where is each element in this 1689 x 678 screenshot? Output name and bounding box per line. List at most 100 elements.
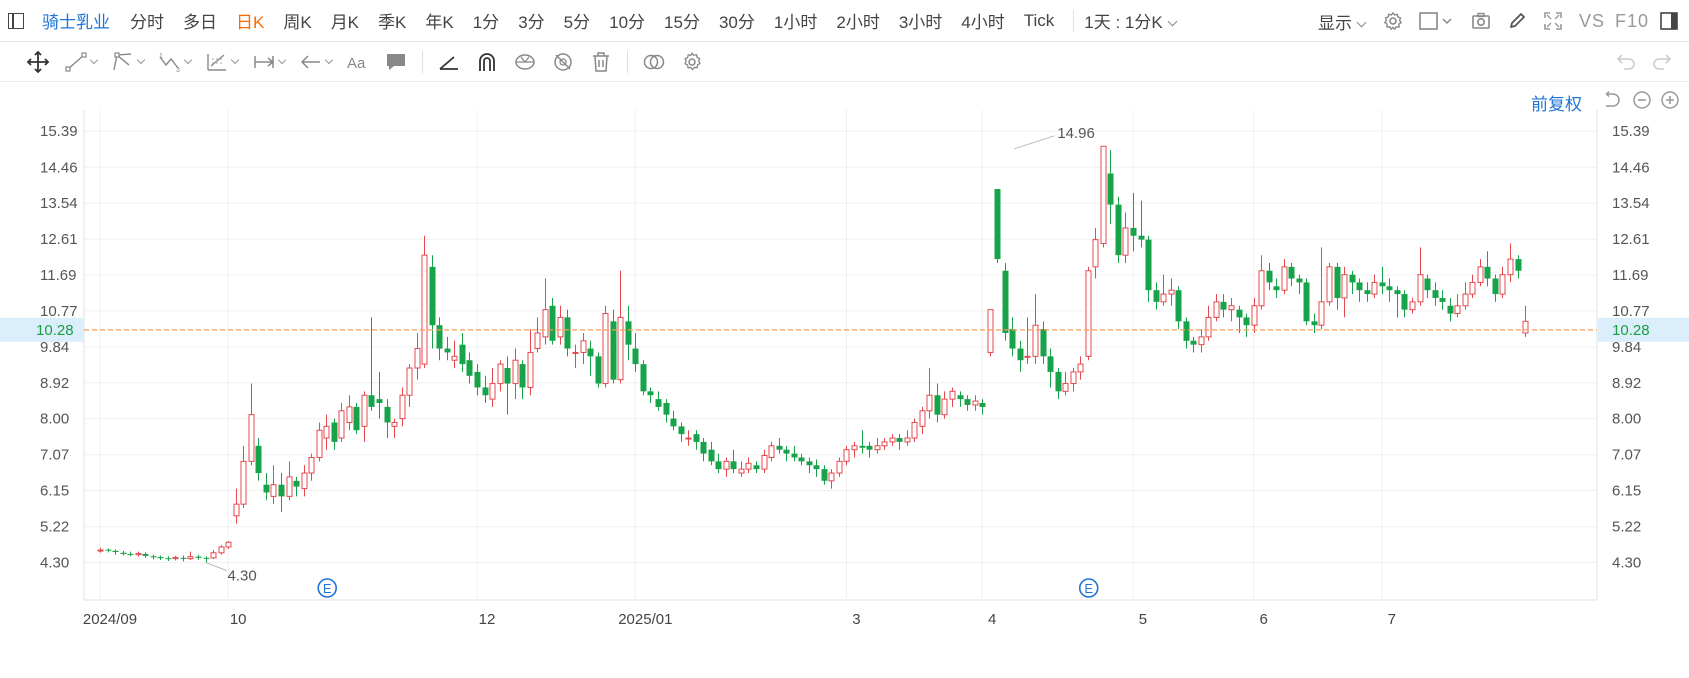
candle xyxy=(1198,329,1205,353)
channel-tool[interactable] xyxy=(111,50,146,74)
current-price-box-right xyxy=(1598,317,1689,342)
hide-drawings-icon[interactable] xyxy=(551,50,575,74)
interval-select[interactable]: 1天 : 1分K xyxy=(1084,8,1178,33)
period-tab-1[interactable]: 多日 xyxy=(183,13,217,32)
chart-area[interactable]: 10.28 10.28 14.96 4.30 E E 15.39 15.39 14.46 14.… xyxy=(0,82,1689,678)
vs-compare-button[interactable]: VS xyxy=(1578,10,1605,31)
period-tab-11[interactable]: 15分 xyxy=(664,13,700,32)
candle-body-down xyxy=(504,368,511,384)
display-select[interactable]: 显示 xyxy=(1318,9,1367,34)
candle xyxy=(753,461,760,474)
candle-body-down xyxy=(1334,266,1341,298)
note-comment-tool[interactable] xyxy=(384,50,408,74)
drawing-settings-icon[interactable] xyxy=(680,50,704,74)
fibonacci-tool[interactable] xyxy=(205,50,240,74)
redo-icon[interactable] xyxy=(1650,50,1674,77)
candle-body-up xyxy=(972,400,979,406)
period-tab-17[interactable]: Tick xyxy=(1023,10,1055,30)
camera-icon[interactable] xyxy=(1471,11,1491,31)
candle xyxy=(1009,317,1016,357)
candle xyxy=(1122,212,1129,263)
text-tool[interactable]: Aa xyxy=(346,50,370,74)
period-tab-10[interactable]: 10分 xyxy=(609,13,646,32)
compare-overlay-icon[interactable] xyxy=(642,50,666,74)
candle-body-down xyxy=(1356,282,1363,291)
candle xyxy=(1175,286,1182,330)
candle-body-down xyxy=(466,360,473,376)
ruler-angle-tool[interactable] xyxy=(437,50,461,74)
magnet-icon[interactable] xyxy=(475,50,499,74)
candle-body-down xyxy=(1047,356,1054,372)
candle xyxy=(1213,294,1220,322)
event-marker[interactable]: E xyxy=(317,578,338,598)
candle-body-up xyxy=(534,332,541,350)
period-tab-9[interactable]: 5分 xyxy=(563,13,591,32)
period-tab-6[interactable]: 年K xyxy=(425,13,454,32)
period-tab-0[interactable]: 分时 xyxy=(130,13,164,32)
candle-body-up xyxy=(542,309,549,338)
reset-zoom-icon[interactable] xyxy=(1601,90,1621,110)
chevron-down-icon xyxy=(136,55,146,64)
arrow-tool[interactable] xyxy=(299,50,334,74)
event-marker[interactable]: E xyxy=(1078,578,1099,598)
zoom-in-icon[interactable] xyxy=(1660,90,1680,110)
candle-body-up xyxy=(1371,281,1378,295)
candle xyxy=(368,317,375,411)
period-tab-3[interactable]: 周K xyxy=(283,13,312,32)
period-tab-16[interactable]: 4小时 xyxy=(961,13,1005,32)
layout-select-icon[interactable] xyxy=(1419,11,1455,31)
price-adjust-button[interactable]: 前复权 xyxy=(1531,95,1582,114)
zoom-out-icon[interactable] xyxy=(1632,90,1652,110)
candle xyxy=(1371,274,1378,298)
measure-range-tool[interactable] xyxy=(252,50,287,74)
candle-body-up xyxy=(602,313,609,385)
candlestick-chart[interactable]: 10.28 10.28 14.96 4.30 E E 15.39 15.39 14.46 14.… xyxy=(0,82,1689,678)
interval-select-label: 1天 : 1分K xyxy=(1084,13,1163,32)
candle xyxy=(625,305,632,361)
period-tab-14[interactable]: 2小时 xyxy=(836,13,880,32)
candle-body-down xyxy=(1273,286,1280,291)
candle-body-up xyxy=(919,410,926,427)
move-crosshair-tool[interactable] xyxy=(26,50,50,74)
candle-body-down xyxy=(813,465,820,470)
candle xyxy=(240,445,247,509)
sidebar-toggle-icon[interactable] xyxy=(1659,11,1679,31)
candle xyxy=(1318,247,1325,330)
undo-icon[interactable] xyxy=(1614,50,1638,77)
period-tab-4[interactable]: 月K xyxy=(330,13,360,32)
candle xyxy=(700,438,707,462)
period-tab-13[interactable]: 1小时 xyxy=(773,13,818,32)
candle xyxy=(1356,278,1363,302)
candle-body-down xyxy=(791,453,798,458)
settings-gear-icon[interactable] xyxy=(1383,11,1403,31)
candle xyxy=(1439,290,1446,310)
candle xyxy=(135,551,142,557)
period-tab-12[interactable]: 30分 xyxy=(718,13,755,32)
stock-name[interactable]: 骑士乳业 xyxy=(42,13,110,32)
event-marker-circle xyxy=(1078,578,1099,598)
candle-body-up xyxy=(361,394,368,427)
candle-body-down xyxy=(1009,329,1016,349)
period-tab-2[interactable]: 日K xyxy=(236,13,265,32)
period-tab-5[interactable]: 季K xyxy=(378,13,407,32)
period-tab-15[interactable]: 3小时 xyxy=(898,13,943,32)
candle xyxy=(1499,266,1506,298)
candle-body-down xyxy=(165,558,172,560)
trash-icon[interactable] xyxy=(589,50,613,74)
trend-line-tool[interactable] xyxy=(64,50,99,74)
candle-body-down xyxy=(632,348,639,365)
pencil-icon[interactable] xyxy=(1507,11,1527,31)
panel-toggle-icon[interactable] xyxy=(8,12,24,29)
candle xyxy=(851,441,858,458)
f10-button[interactable]: F10 xyxy=(1614,10,1649,31)
candle-body-down xyxy=(353,406,360,431)
period-tab-8[interactable]: 3分 xyxy=(518,13,545,32)
candle-body-up xyxy=(210,552,217,559)
candle-body-up xyxy=(904,437,911,443)
candle xyxy=(904,430,911,446)
fullscreen-icon[interactable] xyxy=(1543,11,1563,31)
current-price-left: 10.28 xyxy=(36,322,74,339)
period-tab-7[interactable]: 1分 xyxy=(472,13,500,32)
lock-drawing-icon[interactable] xyxy=(513,50,537,74)
